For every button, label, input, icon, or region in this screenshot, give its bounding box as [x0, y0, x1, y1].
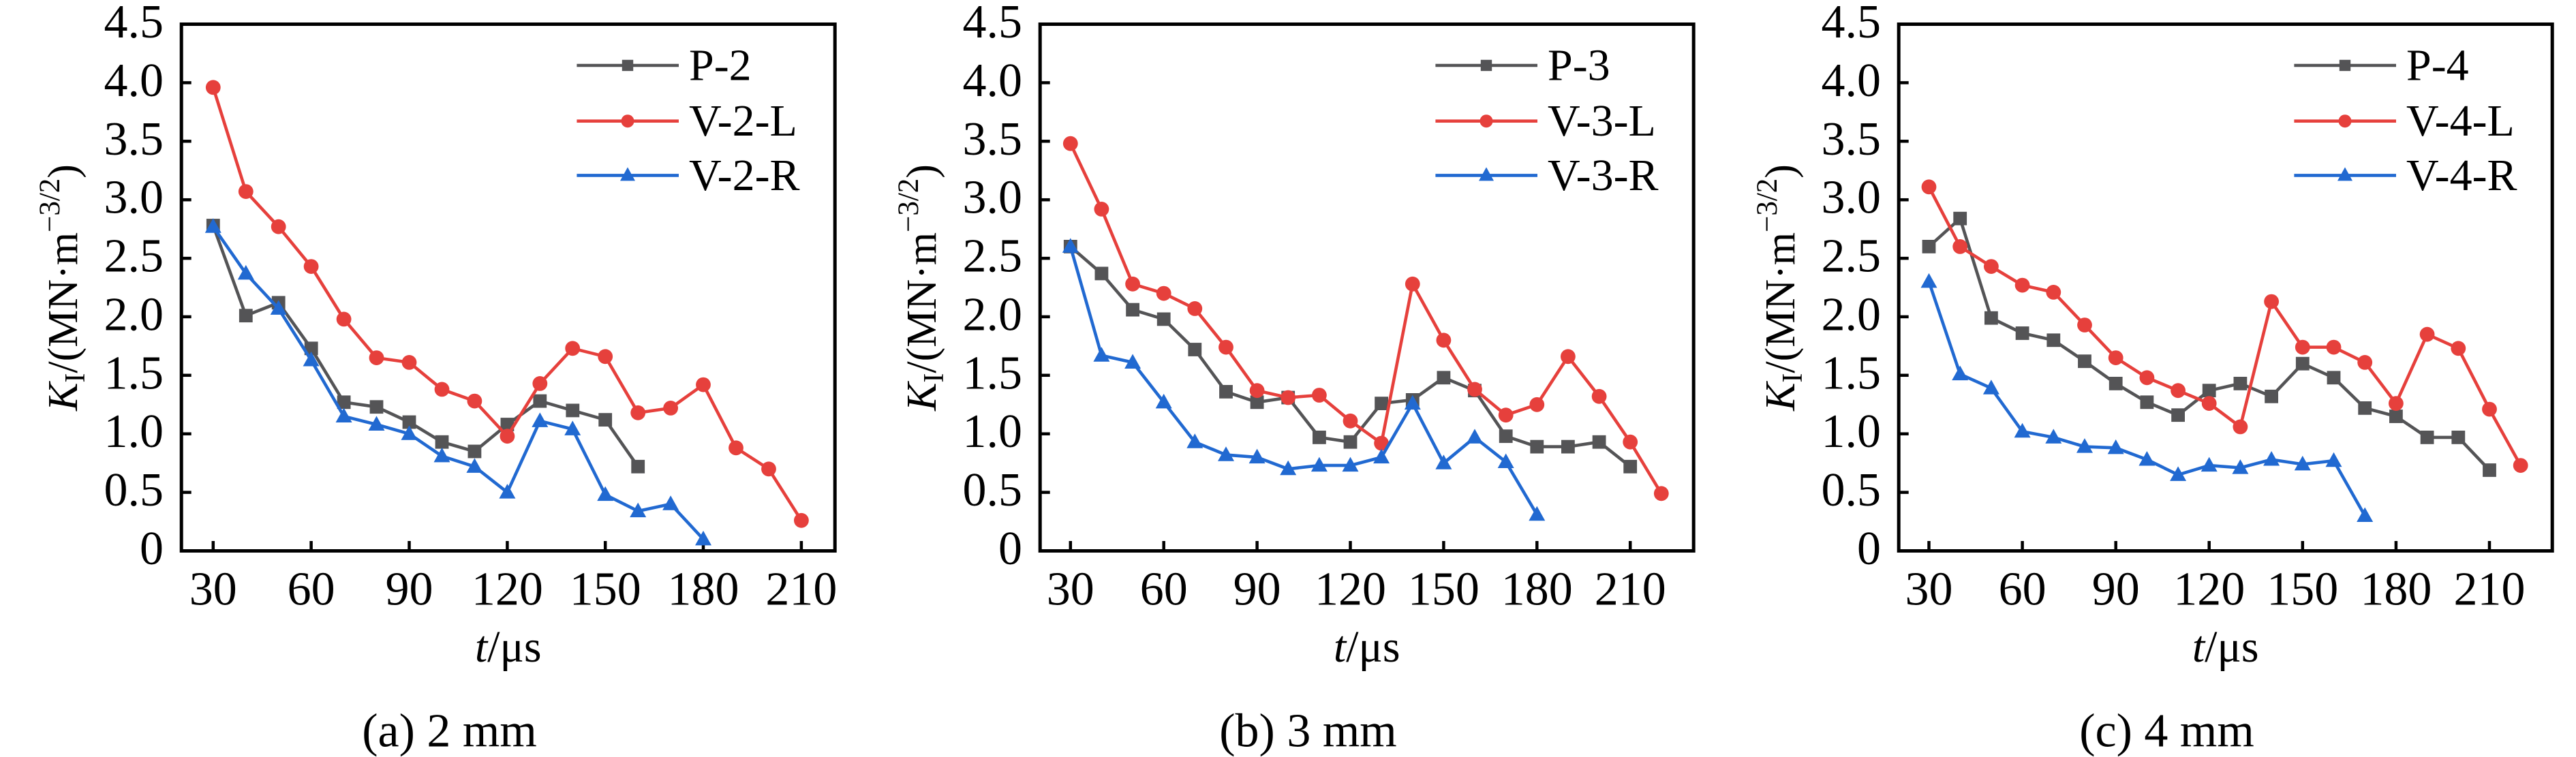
svg-text:1.0: 1.0 [963, 405, 1023, 458]
svg-text:V-3-R: V-3-R [1548, 151, 1659, 200]
svg-text:P-4: P-4 [2406, 41, 2469, 91]
svg-text:4.5: 4.5 [1822, 0, 1882, 48]
svg-text:KI/(MN·m−3/2): KI/(MN·m−3/2) [893, 164, 950, 412]
svg-text:0.5: 0.5 [104, 464, 164, 516]
svg-text:120: 120 [1315, 563, 1386, 616]
svg-text:150: 150 [570, 563, 641, 616]
svg-text:0.5: 0.5 [963, 464, 1023, 516]
svg-text:30: 30 [189, 563, 237, 616]
svg-text:t/μs: t/μs [2192, 622, 2259, 672]
svg-text:0: 0 [140, 523, 164, 575]
svg-text:4.5: 4.5 [963, 0, 1023, 48]
svg-text:1.5: 1.5 [963, 347, 1023, 399]
svg-text:4.0: 4.0 [1822, 55, 1882, 107]
svg-text:60: 60 [1140, 563, 1188, 616]
svg-text:2.5: 2.5 [963, 230, 1023, 283]
svg-text:120: 120 [2173, 563, 2245, 616]
svg-text:180: 180 [2360, 563, 2432, 616]
svg-text:210: 210 [2454, 563, 2526, 616]
svg-text:210: 210 [1595, 563, 1666, 616]
svg-text:180: 180 [668, 563, 739, 616]
svg-text:2.0: 2.0 [963, 288, 1023, 341]
svg-text:0.5: 0.5 [1822, 464, 1882, 516]
svg-text:3.5: 3.5 [104, 113, 164, 166]
svg-text:V-3-L: V-3-L [1548, 96, 1656, 146]
svg-text:150: 150 [1408, 563, 1479, 616]
svg-text:2.0: 2.0 [104, 288, 164, 341]
svg-text:90: 90 [386, 563, 433, 616]
svg-text:(c) 4 mm: (c) 4 mm [2079, 705, 2254, 757]
svg-text:3.5: 3.5 [1822, 113, 1882, 166]
svg-text:4.5: 4.5 [104, 0, 164, 48]
svg-text:30: 30 [1905, 563, 1953, 616]
svg-text:3.0: 3.0 [963, 172, 1023, 224]
svg-text:1.5: 1.5 [104, 347, 164, 399]
svg-text:t/μs: t/μs [1334, 622, 1400, 672]
svg-text:150: 150 [2267, 563, 2338, 616]
svg-text:2.0: 2.0 [1822, 288, 1882, 341]
svg-text:P-3: P-3 [1548, 41, 1610, 91]
svg-text:3.0: 3.0 [104, 172, 164, 224]
svg-text:120: 120 [472, 563, 543, 616]
svg-text:1.0: 1.0 [1822, 405, 1882, 458]
svg-text:P-2: P-2 [689, 41, 752, 91]
svg-text:60: 60 [1999, 563, 2046, 616]
svg-text:4.0: 4.0 [963, 55, 1023, 107]
svg-text:V-2-R: V-2-R [689, 151, 800, 200]
svg-text:180: 180 [1501, 563, 1573, 616]
svg-text:3.5: 3.5 [963, 113, 1023, 166]
svg-text:(a) 2 mm: (a) 2 mm [362, 705, 537, 757]
svg-text:60: 60 [288, 563, 335, 616]
svg-text:90: 90 [1233, 563, 1281, 616]
svg-text:1.5: 1.5 [1822, 347, 1882, 399]
svg-text:0: 0 [1857, 523, 1881, 575]
svg-text:3.0: 3.0 [1822, 172, 1882, 224]
svg-text:t/μs: t/μs [475, 622, 542, 672]
svg-text:4.0: 4.0 [104, 55, 164, 107]
svg-text:2.5: 2.5 [104, 230, 164, 283]
svg-text:(b) 3 mm: (b) 3 mm [1219, 705, 1397, 757]
svg-text:210: 210 [765, 563, 837, 616]
svg-text:1.0: 1.0 [104, 405, 164, 458]
svg-text:KI/(MN·m−3/2): KI/(MN·m−3/2) [1751, 164, 1809, 412]
svg-text:V-4-R: V-4-R [2406, 151, 2517, 200]
svg-text:V-2-L: V-2-L [689, 96, 797, 146]
svg-text:2.5: 2.5 [1822, 230, 1882, 283]
svg-text:30: 30 [1047, 563, 1094, 616]
svg-text:KI/(MN·m−3/2): KI/(MN·m−3/2) [34, 164, 91, 412]
svg-text:V-4-L: V-4-L [2406, 96, 2515, 146]
svg-text:0: 0 [998, 523, 1022, 575]
svg-text:90: 90 [2092, 563, 2140, 616]
